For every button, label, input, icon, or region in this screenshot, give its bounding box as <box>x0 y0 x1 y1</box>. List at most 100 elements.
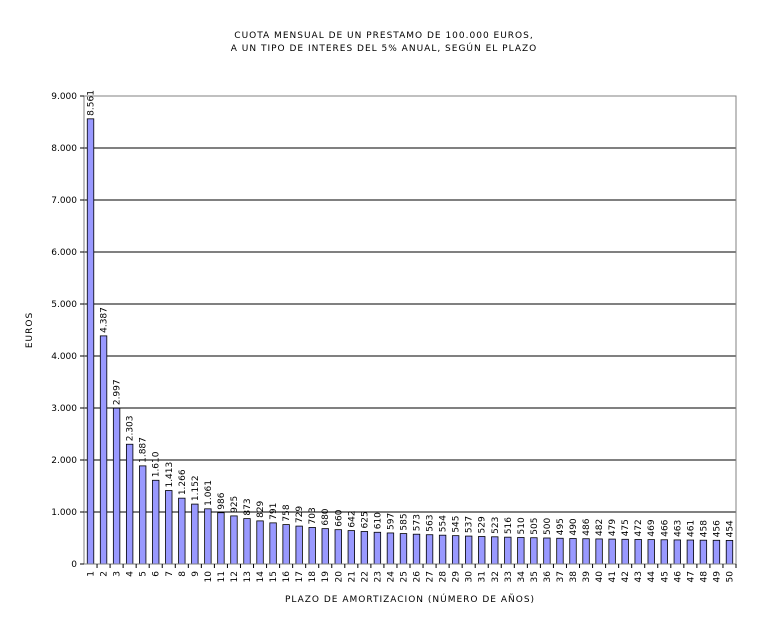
x-tick-label: 24 <box>386 571 396 583</box>
y-tick-label: 0 <box>71 560 77 570</box>
data-label: 537 <box>465 516 475 533</box>
x-tick-label: 42 <box>621 571 631 582</box>
data-label: 486 <box>582 518 592 535</box>
x-tick-label: 16 <box>282 571 292 583</box>
data-label: 500 <box>543 518 553 535</box>
x-tick-label: 49 <box>712 571 722 583</box>
bar <box>608 538 616 565</box>
bar <box>478 536 486 565</box>
data-label: 458 <box>699 520 709 537</box>
x-tick-label: 8 <box>178 571 188 577</box>
data-label: 1.061 <box>204 480 214 506</box>
data-label: 986 <box>217 492 227 509</box>
y-tick-label: 1.000 <box>51 508 77 518</box>
data-label: 454 <box>725 520 735 537</box>
x-tick-label: 32 <box>491 571 501 582</box>
data-label: 456 <box>712 520 722 537</box>
bar <box>230 515 238 565</box>
bar <box>556 537 564 565</box>
bar <box>465 535 473 565</box>
x-tick-label: 35 <box>530 571 540 582</box>
bar <box>269 522 277 565</box>
bar <box>491 536 499 565</box>
data-label: 873 <box>243 498 253 515</box>
y-tick-label: 8.000 <box>51 144 77 154</box>
bar <box>191 503 199 565</box>
x-tick-label: 44 <box>647 571 657 583</box>
chart-title-line-2: A UN TIPO DE INTERES DEL 5% ANUAL, SEGÚN… <box>230 44 538 54</box>
bar <box>660 539 668 565</box>
data-label: 490 <box>569 518 579 535</box>
bar <box>217 512 225 565</box>
data-label: 2.303 <box>126 415 136 441</box>
x-tick-label: 25 <box>399 571 409 582</box>
x-tick-label: 15 <box>269 571 279 582</box>
bar <box>139 465 147 565</box>
x-tick-label: 18 <box>308 571 318 583</box>
bar <box>504 536 512 565</box>
y-tick-label: 3.000 <box>51 404 77 414</box>
x-tick-label: 27 <box>426 571 436 582</box>
data-label: 758 <box>282 504 292 521</box>
y-tick-label: 7.000 <box>51 196 77 206</box>
y-tick-label: 5.000 <box>51 300 77 310</box>
bar <box>165 490 173 565</box>
bar <box>621 538 629 565</box>
x-tick-label: 41 <box>608 571 618 582</box>
data-label: 505 <box>530 518 540 535</box>
data-label: 625 <box>360 511 370 528</box>
data-label: 1.413 <box>165 462 175 488</box>
data-label: 729 <box>295 506 305 523</box>
data-label: 554 <box>439 515 449 532</box>
data-label: 461 <box>686 520 696 537</box>
data-label: 703 <box>308 507 318 524</box>
bar <box>712 539 721 565</box>
y-tick-label: 2.000 <box>51 456 77 466</box>
x-tick-label: 28 <box>439 571 449 583</box>
bar <box>295 525 303 565</box>
x-tick-label: 39 <box>582 571 592 583</box>
data-label: 482 <box>595 519 605 536</box>
y-tick-labels: 0 1.000 2.000 3.000 4.000 5.000 6.000 7.000 8.00… <box>51 92 77 570</box>
y-tick-label: 9.000 <box>51 92 77 102</box>
bar <box>125 443 134 565</box>
data-label: 475 <box>621 519 631 536</box>
data-label: 563 <box>426 515 436 532</box>
data-label: 472 <box>634 519 644 536</box>
bar <box>256 520 264 565</box>
x-tick-label: 46 <box>673 571 683 583</box>
data-label: 495 <box>556 518 566 535</box>
bar <box>517 537 525 565</box>
bar <box>647 539 655 565</box>
y-tick-label: 4.000 <box>51 352 77 362</box>
bar <box>178 497 186 565</box>
axes <box>80 95 737 568</box>
x-tick-label: 36 <box>543 571 553 583</box>
bar <box>112 407 121 565</box>
data-label: 523 <box>491 517 501 534</box>
x-tick-label: 9 <box>191 571 201 577</box>
x-tick-label: 17 <box>295 571 305 582</box>
bar <box>360 531 369 565</box>
bar <box>282 524 290 565</box>
data-label: 510 <box>517 517 527 534</box>
data-label: 680 <box>321 508 331 525</box>
data-label: 610 <box>373 512 383 529</box>
bar <box>725 539 734 565</box>
bar <box>204 508 212 565</box>
x-tick-label: 45 <box>660 571 670 582</box>
bar <box>386 532 395 565</box>
data-label: 1.887 <box>139 437 149 463</box>
bar <box>543 537 551 565</box>
bar <box>569 538 577 565</box>
bar <box>399 533 408 565</box>
x-tick-label: 34 <box>517 571 527 583</box>
bar <box>243 518 251 565</box>
data-label: 1.610 <box>152 451 162 477</box>
data-label: 597 <box>386 513 396 530</box>
bars <box>86 118 734 565</box>
bar <box>321 528 329 565</box>
bar <box>530 537 538 565</box>
